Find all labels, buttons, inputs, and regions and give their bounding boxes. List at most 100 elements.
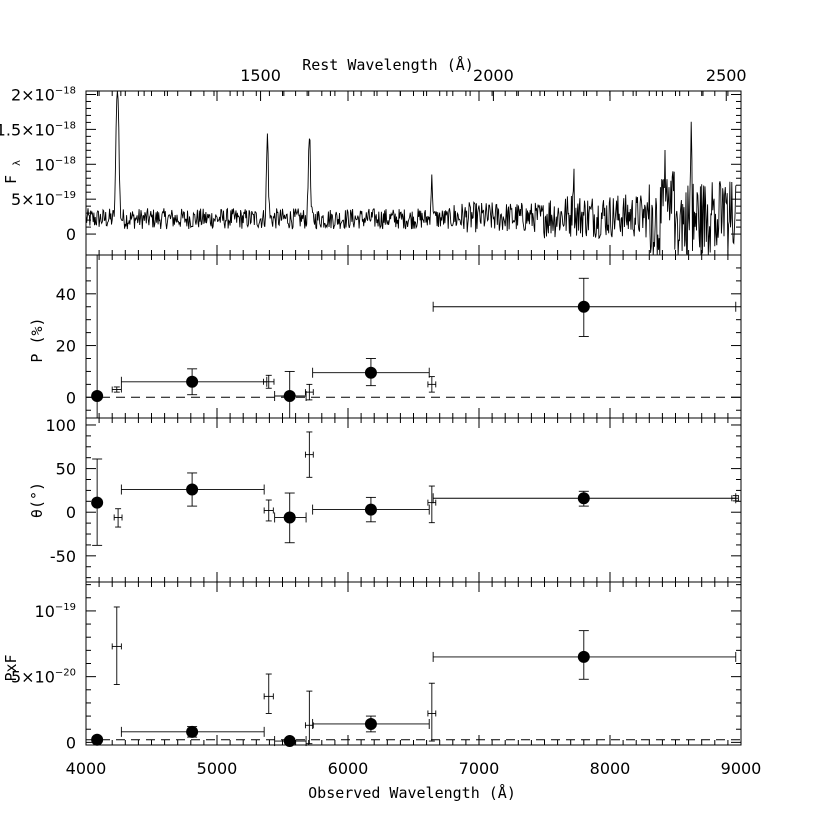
flux-ytick-label-2: 10−18 — [35, 155, 76, 174]
angle-ylabel: θ(°) — [28, 482, 46, 518]
polarized-flux-panel: 0 5×10−20 10−19 — [11, 581, 742, 752]
polarization-ytick-label-0: 0 — [66, 388, 76, 407]
flux-ytick-label-4-mantissa: 2×10 — [11, 85, 55, 104]
top-tick-label-1: 2000 — [473, 66, 514, 85]
angle-frame — [85, 417, 742, 583]
flux-ytick-label-1: 5×10−19 — [11, 190, 76, 209]
polarization-point-0 — [91, 254, 104, 419]
polarized-flux-point-2-marker — [283, 735, 296, 748]
flux-ylabel: F λ — [2, 160, 23, 184]
polarization-ytick-label-1: 20 — [56, 337, 76, 356]
polarized-flux-point-2 — [274, 735, 307, 748]
polarized-flux-ytick-label-1-exponent: −20 — [55, 668, 76, 679]
x-tick-label-5: 9000 — [721, 759, 762, 778]
polarized-flux-ytick-label-0-mantissa: 0 — [66, 733, 76, 752]
angle-point-0-marker — [91, 496, 104, 509]
angle-point-1-marker — [186, 483, 199, 496]
polarization-ytick-label-2: 40 — [56, 285, 76, 304]
x-tick-label-3: 7000 — [459, 759, 500, 778]
polarized-flux-point-1-marker — [186, 725, 199, 738]
x-axis: 4000 5000 6000 7000 8000 9000 — [66, 759, 762, 778]
flux-spectrum-line — [86, 91, 737, 255]
x-tick-label-0: 4000 — [66, 759, 107, 778]
polarization-point-4-marker — [577, 300, 590, 313]
polarization-frame — [85, 254, 742, 419]
flux-ytick-label-3: 1.5×10−18 — [0, 120, 76, 139]
polarization-small-point-1 — [263, 374, 275, 389]
top-axis: 1500 2000 2500 — [97, 66, 747, 101]
polarized-flux-point-0-marker — [91, 733, 104, 746]
polarization-small-point-3 — [427, 376, 437, 393]
flux-frame — [85, 90, 742, 256]
flux-ylabel-sub: λ — [12, 160, 23, 166]
polarization-point-2-marker — [283, 390, 296, 403]
polarization-point-0-marker — [91, 390, 104, 403]
polarization-small-point-0 — [111, 386, 122, 393]
polarized-flux-point-3 — [312, 715, 430, 733]
polarized-flux-ytick-label-2-exponent: −19 — [55, 602, 76, 613]
angle-small-point-2 — [304, 431, 314, 478]
angle-point-1 — [120, 472, 265, 507]
polarized-flux-point-0 — [91, 733, 104, 746]
flux-ytick-label-4: 2×10−18 — [11, 85, 76, 104]
flux-ytick-label-0-mantissa: 0 — [66, 225, 76, 244]
angle-small-point-3 — [427, 485, 437, 524]
polarized-flux-point-1 — [120, 725, 265, 738]
polarization-point-3 — [312, 358, 430, 387]
angle-small-point-1 — [263, 499, 274, 522]
polarization-panel: 0 20 40 — [56, 254, 742, 419]
flux-ytick-label-2-exponent: −18 — [55, 155, 76, 166]
polarized-flux-ytick-label-2-mantissa: 10 — [35, 602, 55, 621]
flux-ytick-label-1-mantissa: 5×10 — [11, 190, 55, 209]
top-tick-label-2: 2500 — [706, 66, 747, 85]
flux-ytick-label-4-exponent: −18 — [55, 85, 76, 96]
angle-point-4 — [432, 490, 737, 507]
flux-ytick-label-1-exponent: −19 — [55, 190, 76, 201]
polarization-ylabel: P (%) — [28, 317, 46, 362]
polarized-flux-point-4-marker — [577, 650, 590, 663]
polarized-flux-ytick-label-1: 5×10−20 — [11, 668, 76, 687]
polarization-point-1-marker — [186, 375, 199, 388]
flux-ytick-label-0: 0 — [66, 225, 76, 244]
polarized-flux-small-point-3 — [427, 682, 437, 742]
angle-small-point-0 — [113, 508, 123, 528]
polarized-flux-ylabel: PxF — [2, 654, 20, 681]
polarization-point-2 — [274, 370, 307, 419]
angle-ytick-label-1: 0 — [66, 503, 76, 522]
angle-ytick-label-2: 50 — [56, 460, 76, 479]
angle-panel: -50 0 50 100 — [45, 416, 742, 583]
x-axis-label: Observed Wavelength (Å) — [308, 783, 516, 802]
angle-point-4-marker — [577, 492, 590, 505]
top-tick-label-0: 1500 — [240, 66, 281, 85]
angle-point-0 — [91, 458, 104, 546]
x-tick-label-2: 6000 — [328, 759, 369, 778]
polarized-flux-ytick-label-2: 10−19 — [35, 602, 76, 621]
polarized-flux-ytick-label-0: 0 — [66, 733, 76, 752]
angle-point-2-marker — [283, 511, 296, 524]
angle-small-point-4 — [731, 495, 739, 502]
polarization-small-point-2 — [304, 383, 314, 401]
angle-ytick-label-0: -50 — [50, 547, 76, 566]
polarization-point-3-marker — [364, 366, 377, 379]
x-tick-label-1: 5000 — [197, 759, 238, 778]
polarized-flux-point-4 — [432, 630, 737, 680]
angle-ytick-label-3: 100 — [45, 416, 76, 435]
polarization-point-4 — [432, 277, 737, 337]
polarized-flux-small-point-0 — [111, 606, 122, 685]
polarized-flux-frame — [85, 581, 742, 746]
flux-ytick-label-2-mantissa: 10 — [35, 155, 55, 174]
polarization-point-1 — [120, 368, 268, 396]
angle-point-3-marker — [364, 503, 377, 516]
flux-ytick-label-3-exponent: −18 — [55, 120, 76, 131]
polarized-flux-small-point-1 — [263, 673, 274, 714]
polarized-flux-point-3-marker — [364, 717, 377, 730]
flux-ylabel-main: F — [2, 175, 20, 184]
polarized-flux-small-point-2 — [304, 690, 314, 745]
flux-ytick-label-3-mantissa: 1.5×10 — [0, 120, 55, 139]
top-axis-label: Rest Wavelength (Å) — [302, 55, 474, 74]
polarized-flux-ytick-label-1-mantissa: 5×10 — [11, 668, 55, 687]
x-tick-label-4: 8000 — [590, 759, 631, 778]
angle-point-2 — [274, 492, 307, 544]
